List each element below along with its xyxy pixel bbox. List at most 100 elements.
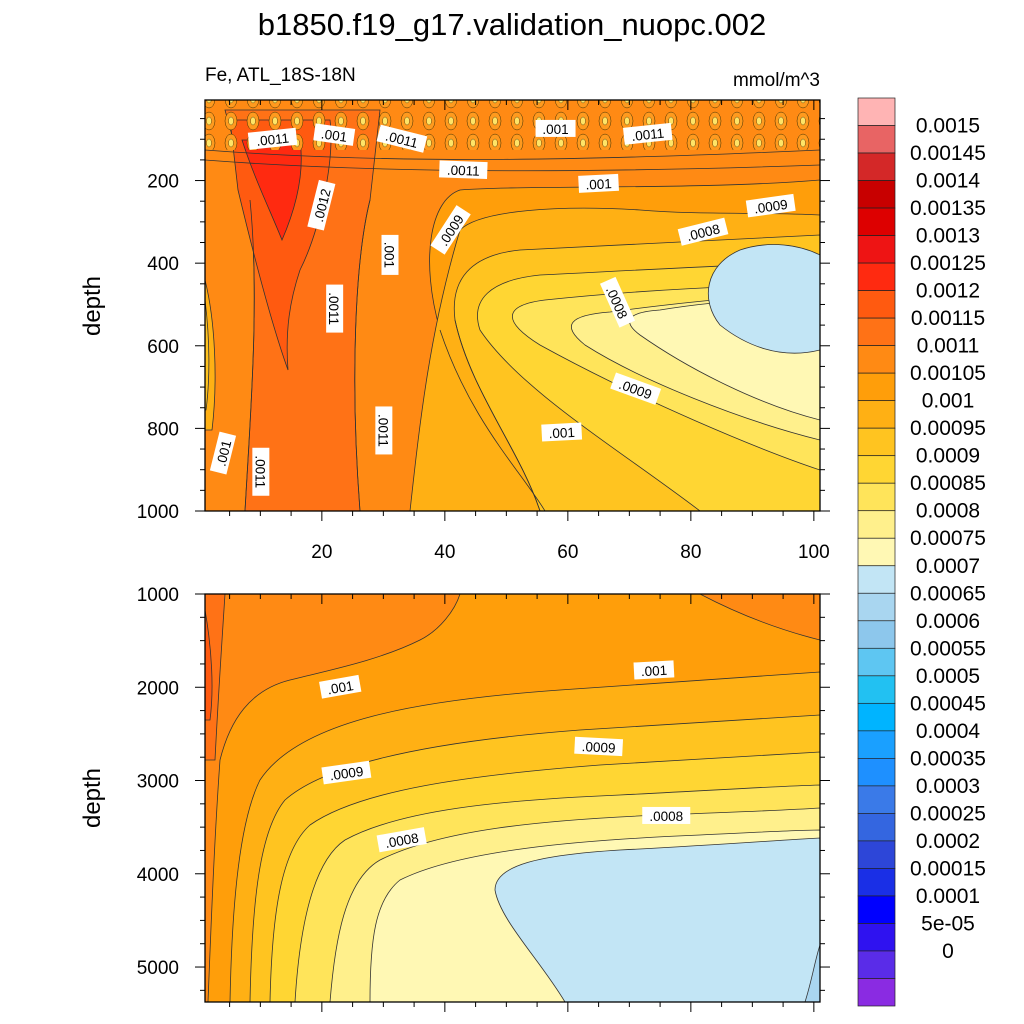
contour-label: .0008 [642, 806, 691, 824]
contour-label-box [307, 179, 336, 231]
colorbar-swatch [857, 785, 896, 814]
contour-label-box [622, 122, 673, 145]
contour-label: .0009 [745, 193, 796, 218]
colorbar-swatch [857, 840, 896, 869]
contour-label: .0009 [321, 760, 372, 785]
contour-label: .001 [319, 674, 362, 699]
contour-label: .0011 [622, 122, 673, 145]
lower-contour-labels: .001 .001 .0009 .0009 .0008 .0008 [319, 660, 691, 853]
colorbar-swatch [857, 730, 896, 759]
colorbar-swatch [857, 537, 896, 567]
colorbar-label: 0.0001 [916, 885, 980, 908]
contour-label: .001 [381, 234, 399, 275]
units-label: mmol/m^3 [733, 70, 820, 91]
contour-label-text: .001 [640, 663, 667, 679]
contour-label-text: .0011 [326, 292, 341, 325]
colorbar-swatch [857, 592, 896, 622]
lower-y-tick-label: 2000 [137, 678, 179, 699]
colorbar-swatch [857, 978, 896, 1007]
contour-label: .001 [578, 173, 619, 193]
contour-label: .001 [541, 422, 583, 442]
contour-label-box [430, 205, 471, 255]
upper-y-tick-label: 1000 [137, 502, 179, 523]
upper-x-tick-label: 80 [680, 542, 701, 563]
lower-y-tick-label: 4000 [137, 865, 179, 886]
contour-label: .0011 [247, 127, 298, 150]
colorbar-swatch [857, 262, 896, 291]
colorbar-swatch [857, 400, 896, 429]
contour-label-text: .0011 [447, 163, 480, 179]
contour-label: .0008 [376, 827, 427, 853]
colorbar-swatch [857, 180, 896, 209]
contour-label-text: .001 [542, 122, 568, 137]
colorbar-label: 0.0007 [916, 555, 980, 578]
chart-title: b1850.f19_g17.validation_nuopc.002 [258, 7, 767, 42]
lower-contour-fill [205, 594, 820, 1002]
colorbar-swatch [857, 97, 896, 126]
upper-x-tick-label: 20 [311, 542, 332, 563]
contour-label-box [321, 760, 372, 785]
upper-y-tick-label: 600 [147, 337, 179, 358]
contour-label-box [574, 736, 624, 757]
colorbar-label: 0.00015 [910, 857, 986, 880]
upper-y-tick-label: 400 [147, 254, 179, 275]
contour-label: .001 [535, 119, 576, 137]
contour-label-text: .001 [320, 126, 348, 145]
contour-label-box [209, 431, 237, 475]
colorbar-swatch [857, 868, 896, 897]
colorbar-swatch [857, 290, 896, 319]
colorbar-swatches [857, 97, 896, 1007]
colorbar-label: 0.001 [922, 390, 975, 413]
contour-label-text: .0009 [753, 197, 789, 217]
colorbar-swatch [857, 702, 896, 732]
colorbar-swatch [857, 675, 896, 704]
contour-label-text: .0008 [649, 809, 683, 824]
upper-x-tick-label: 100 [798, 542, 830, 563]
colorbar-label: 0.00125 [910, 252, 986, 275]
colorbar-swatch [857, 565, 896, 594]
colorbar-swatch [857, 317, 896, 346]
colorbar-swatch [857, 923, 896, 952]
contour-label-text: .001 [548, 425, 575, 441]
contour-label-box [642, 806, 691, 824]
colorbar-swatch [857, 950, 896, 979]
contour-label-text: .0011 [375, 414, 390, 447]
colorbar-label: 0.0015 [916, 115, 980, 138]
contour-label-box [578, 173, 619, 193]
contour-label-text: .0011 [631, 126, 665, 144]
colorbar-label: 0.0014 [916, 170, 981, 193]
contour-label-box [535, 119, 576, 137]
colorbar-label: 0.00075 [910, 527, 986, 550]
lower-y-tick-label: 3000 [137, 772, 179, 793]
upper-x-tick-label: 40 [434, 542, 455, 563]
colorbar-label: 0.0008 [916, 500, 980, 523]
colorbar-swatch [857, 235, 896, 264]
contour-label-text: .001 [326, 678, 354, 697]
contour-label-text: .0008 [384, 830, 420, 851]
colorbar-label: 0.00115 [911, 307, 985, 330]
upper-plot-frame [204, 99, 821, 512]
colorbar-label: 0.00035 [910, 747, 986, 770]
contour-label: .0011 [439, 160, 488, 180]
contour-label-text: .0009 [329, 764, 365, 784]
contour-label-text: .001 [585, 176, 612, 192]
colorbar-swatch [857, 758, 896, 787]
colorbar-label: 0.00095 [910, 417, 986, 440]
colorbar-label: 0.00065 [910, 582, 986, 605]
colorbar-swatch [857, 813, 896, 842]
upper-y-axis-label: depth [79, 276, 106, 336]
contour-label: .001 [313, 123, 356, 146]
upper-axis-ticks: 20 40 60 80 100 200 400 600 800 1000 [137, 100, 830, 563]
contour-label-box [313, 123, 356, 146]
contour-label-box [599, 276, 636, 328]
contour-label-box [541, 422, 583, 442]
contour-label-box [610, 372, 662, 405]
contour-label-text: .0009 [581, 739, 616, 756]
lower-y-tick-label: 5000 [137, 958, 179, 979]
colorbar-label: 0.0006 [916, 610, 980, 633]
lower-panel: 1000 2000 3000 4000 5000 .001 .001 .0009 .0009.… [79, 585, 830, 1012]
colorbar-label: 0.0002 [916, 830, 980, 853]
colorbar-label: 0.0004 [916, 720, 981, 743]
lower-y-axis-label: depth [79, 768, 106, 828]
